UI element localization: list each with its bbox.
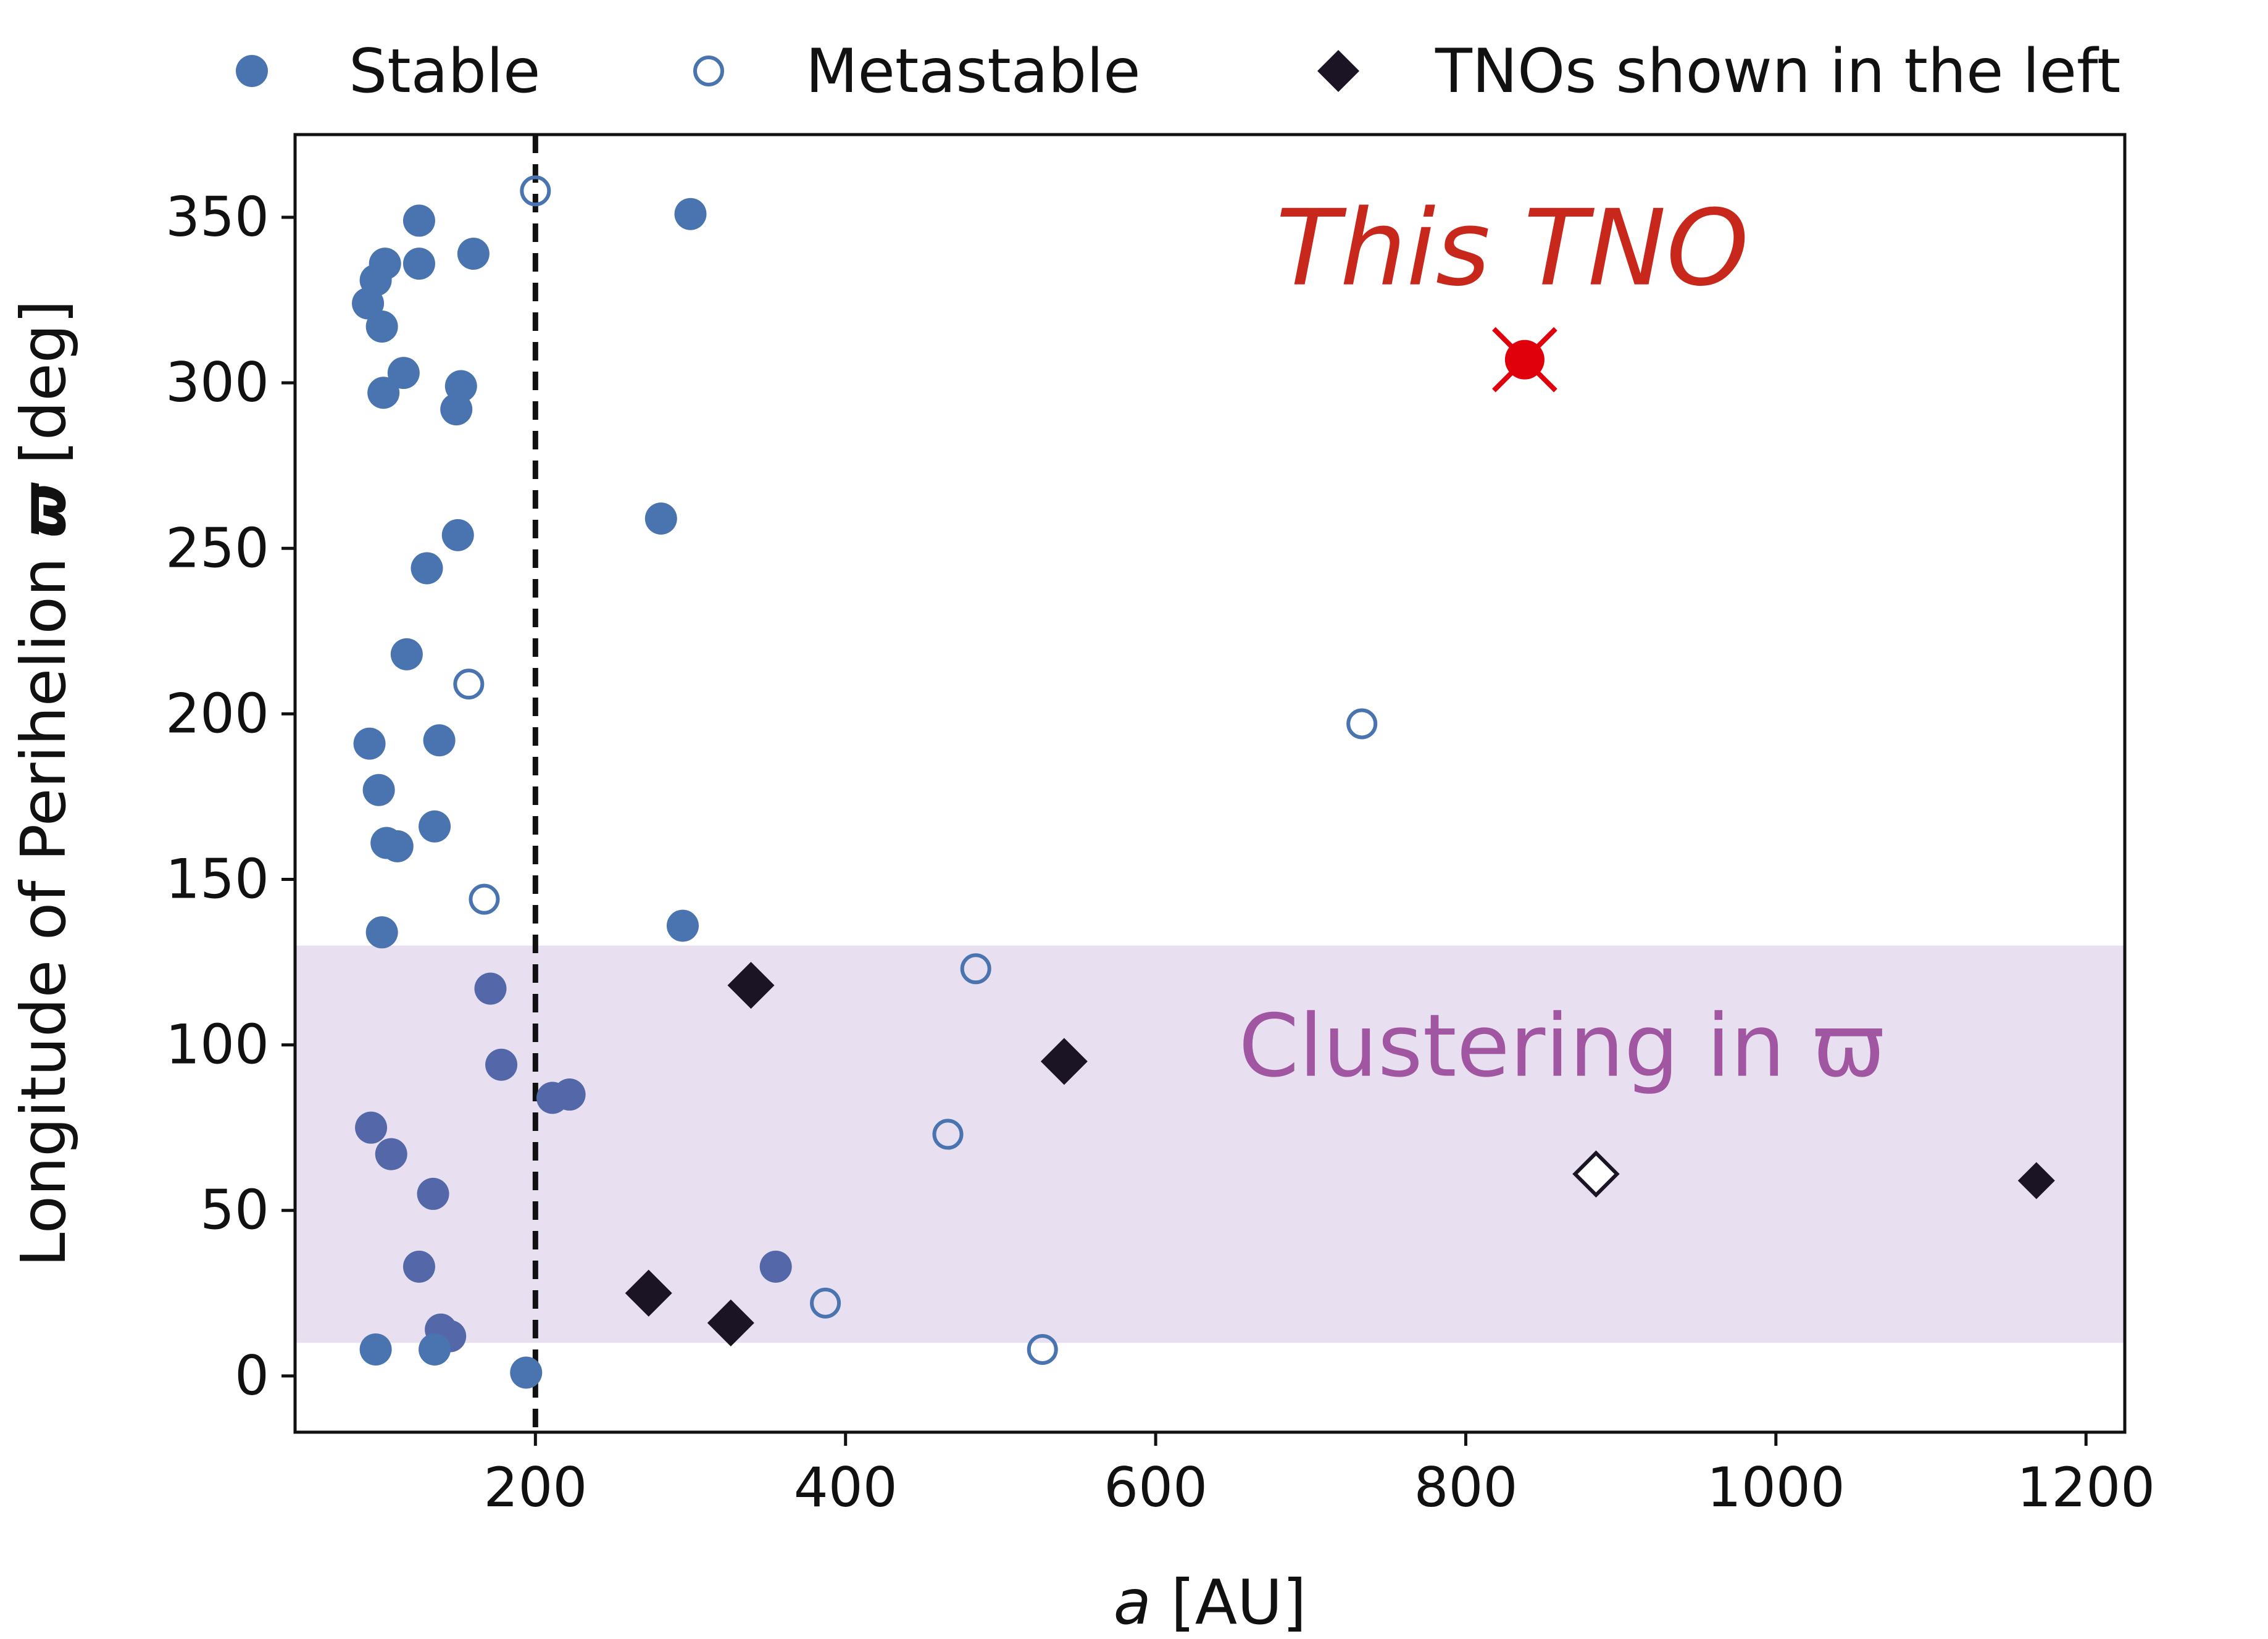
metastable-point [932, 1119, 964, 1150]
stable-point [365, 916, 398, 949]
tno-diamond-point [707, 1299, 754, 1347]
stable-point [355, 1111, 388, 1144]
metastable-point [469, 883, 500, 915]
clustering-annotation: Clustering in ϖ [1238, 996, 1885, 1097]
stable-point [402, 1250, 435, 1283]
tno-open-diamond-point [1572, 1150, 1620, 1198]
y-tick-label: 300 [165, 351, 269, 414]
stable-point [381, 830, 414, 862]
y-axis-symbol: ϖ [7, 482, 80, 538]
x-tick-label: 200 [483, 1456, 587, 1519]
stable-point [485, 1048, 518, 1081]
stable-point [367, 377, 400, 409]
y-axis-unit: [deg] [7, 300, 80, 484]
stable-point [402, 248, 435, 280]
legend-marker-stable [236, 55, 268, 87]
annotations-layer: This TNO Clustering in ϖ [1238, 188, 1885, 1097]
stable-point [352, 287, 385, 320]
metastable-point [520, 175, 551, 207]
legend-layer: Stable Metastable TNOs shown in the left [236, 36, 2120, 107]
x-tick-label: 800 [1414, 1456, 1517, 1519]
tno-diamond-point [2017, 1162, 2055, 1199]
stable-point [510, 1356, 543, 1389]
stable-point [353, 727, 386, 760]
y-axis-label: Longitude of Perihelion ϖ [deg] [7, 300, 80, 1267]
this-tno-annotation: This TNO [1276, 188, 1749, 310]
x-tick-label: 400 [794, 1456, 898, 1519]
metastable-point [453, 669, 485, 700]
clustering-band [295, 945, 2125, 1343]
x-tick-label: 1000 [1707, 1456, 1845, 1519]
stable-point [423, 724, 456, 757]
stable-point [419, 1333, 451, 1366]
stable-point [359, 1333, 392, 1366]
stable-point [553, 1078, 586, 1111]
tno-diamond-point [625, 1269, 672, 1317]
stable-point [674, 198, 707, 230]
y-tick-label: 100 [165, 1013, 269, 1077]
legend-label-metastable: Metastable [806, 36, 1141, 107]
stable-point [390, 638, 423, 670]
y-tick-label: 250 [165, 516, 269, 580]
legend-label-stable: Stable [349, 36, 540, 107]
plot-frame [293, 133, 2127, 1434]
clustering-band-layer [295, 945, 2125, 1343]
x-tick-label: 600 [1104, 1456, 1207, 1519]
metastable-point [1346, 708, 1378, 740]
x-axis-unit: [AU] [1151, 1566, 1306, 1637]
stable-point [666, 909, 699, 942]
stable-point [365, 311, 398, 343]
tno-diamond-point [727, 962, 775, 1009]
stable-point [644, 503, 677, 535]
metastable-point [960, 953, 991, 985]
legend-label-tno: TNOs shown in the left [1435, 36, 2120, 107]
x-axis-label: a [AU] [1114, 1566, 1307, 1637]
stable-point [419, 810, 451, 843]
stable-point [411, 552, 443, 585]
stable-point [402, 204, 435, 237]
y-tick-label: 0 [235, 1344, 269, 1408]
x-tick-label: 1200 [2017, 1456, 2155, 1519]
metastable-point [1027, 1333, 1058, 1365]
stable-point [362, 774, 395, 806]
x-axis-variable: a [1114, 1566, 1151, 1637]
this-tno-cross-line [1492, 327, 1557, 393]
y-tick-label: 150 [165, 848, 269, 911]
stable-point [440, 393, 473, 426]
metastable-point [810, 1287, 841, 1319]
stable-point [387, 357, 420, 390]
y-axis-text: Longitude of Perihelion [7, 538, 80, 1267]
stable-point [417, 1177, 449, 1210]
legend-marker-metastable [693, 56, 724, 86]
stable-point [375, 1138, 407, 1170]
tno-diamond-point [1040, 1038, 1088, 1085]
stable-point [474, 972, 507, 1005]
stable-point [759, 1250, 792, 1283]
data-points-layer [352, 175, 2055, 1389]
stable-point [457, 238, 490, 270]
y-tick-label: 50 [200, 1178, 269, 1242]
y-tick-label: 200 [165, 682, 269, 745]
axes-layer: 200 400 600 800 1000 1200 0 50 100 150 200 250 300 35… [7, 133, 2155, 1638]
legend-marker-tno [1317, 50, 1359, 92]
stable-point [441, 519, 474, 551]
y-tick-label: 350 [165, 185, 269, 249]
